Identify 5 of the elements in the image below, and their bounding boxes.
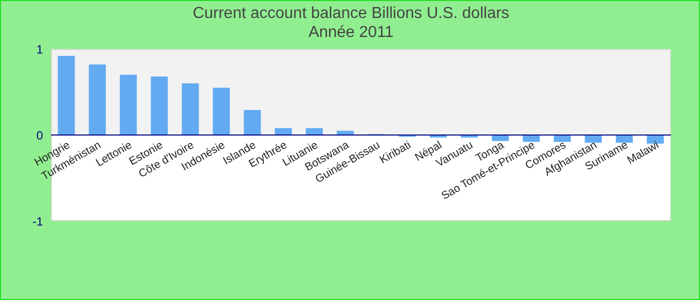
y-tick-label: -1 xyxy=(32,214,44,228)
chart-subtitle: Année 2011 xyxy=(307,23,395,42)
chart-title: Current account balance Billions U.S. dollars xyxy=(192,4,510,23)
y-tick-label: 0 xyxy=(36,128,44,142)
y-tick-label: 1 xyxy=(36,42,44,56)
